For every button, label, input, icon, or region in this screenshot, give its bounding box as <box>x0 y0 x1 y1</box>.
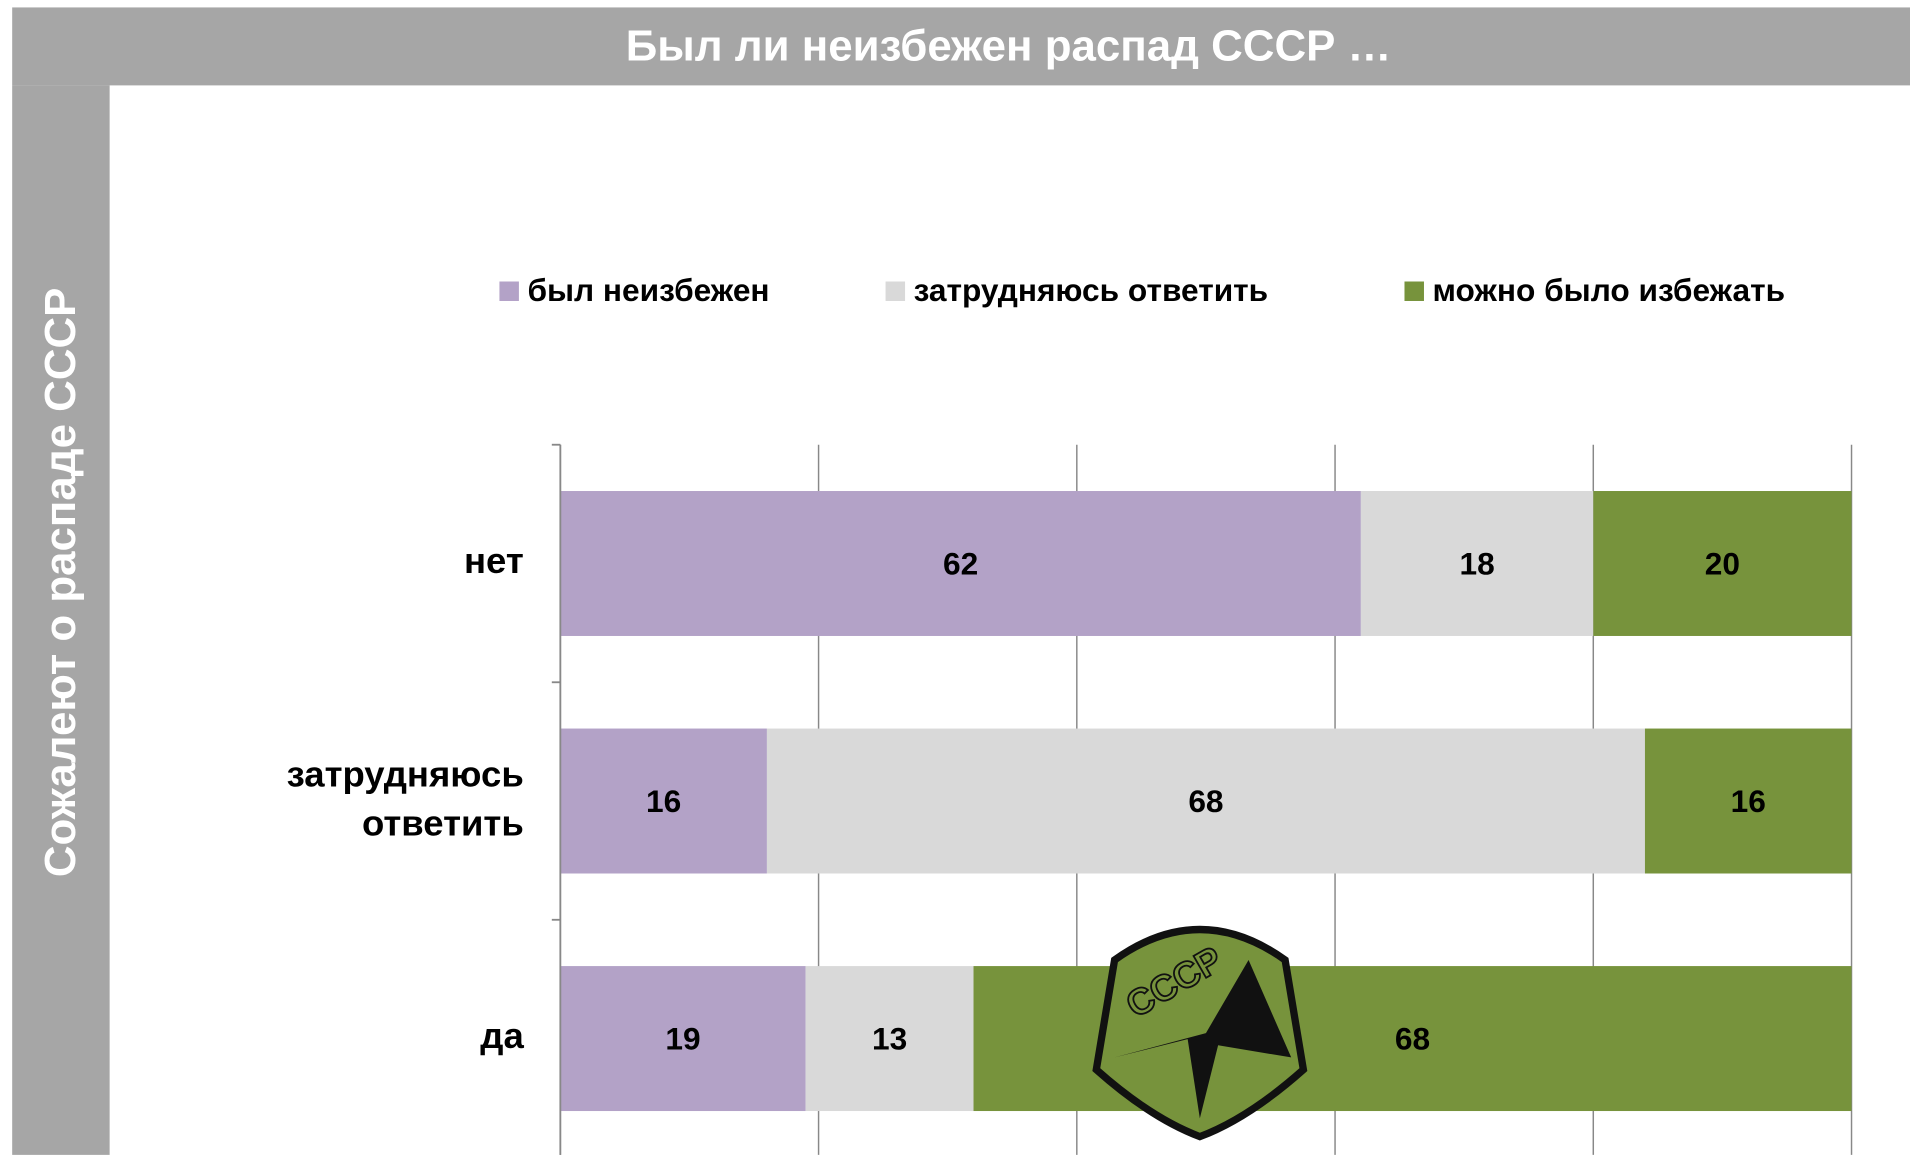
data-label: 18 <box>1459 545 1494 581</box>
emblem: СССР <box>1092 926 1308 1141</box>
bar-segment <box>560 966 806 1112</box>
chart-title: Был ли неизбежен распад СССР … <box>626 21 1392 70</box>
bar-segment <box>1644 728 1852 874</box>
data-label: 62 <box>943 545 978 581</box>
legend-label: был неизбежен <box>527 272 769 308</box>
data-label: 20 <box>1705 545 1740 581</box>
title-band <box>12 7 1910 86</box>
emblem-star <box>1114 959 1292 1119</box>
bar-segment <box>560 728 767 874</box>
bar-segment <box>1593 491 1852 636</box>
bar-segment <box>560 491 1361 636</box>
legend-label: можно было избежать <box>1433 272 1786 308</box>
data-label: 13 <box>872 1020 907 1056</box>
bar-segment <box>805 966 974 1112</box>
legend-swatch <box>499 281 519 301</box>
y-axis-label: Сожалеют о распаде СССР <box>36 288 85 878</box>
y-tick-label: нет <box>464 540 524 581</box>
data-label: 16 <box>1731 783 1766 819</box>
legend-label: затрудняюсь ответить <box>914 272 1269 308</box>
y-tick-label: да <box>480 1015 524 1056</box>
side-band <box>12 85 110 1155</box>
plot: 62 18 20 нет 16 68 16 затрудняюсь ответить 19 13 68… <box>287 272 1853 1155</box>
legend-swatch <box>1404 281 1424 301</box>
data-label: 68 <box>1188 783 1223 819</box>
legend-swatch <box>885 281 906 301</box>
data-label: 68 <box>1395 1020 1430 1056</box>
data-label: 19 <box>665 1020 700 1056</box>
bar-segment <box>766 728 1645 874</box>
data-label: 16 <box>646 783 681 819</box>
y-tick-label: затрудняюсь ответить <box>287 753 524 843</box>
bar-segment <box>1360 491 1594 636</box>
